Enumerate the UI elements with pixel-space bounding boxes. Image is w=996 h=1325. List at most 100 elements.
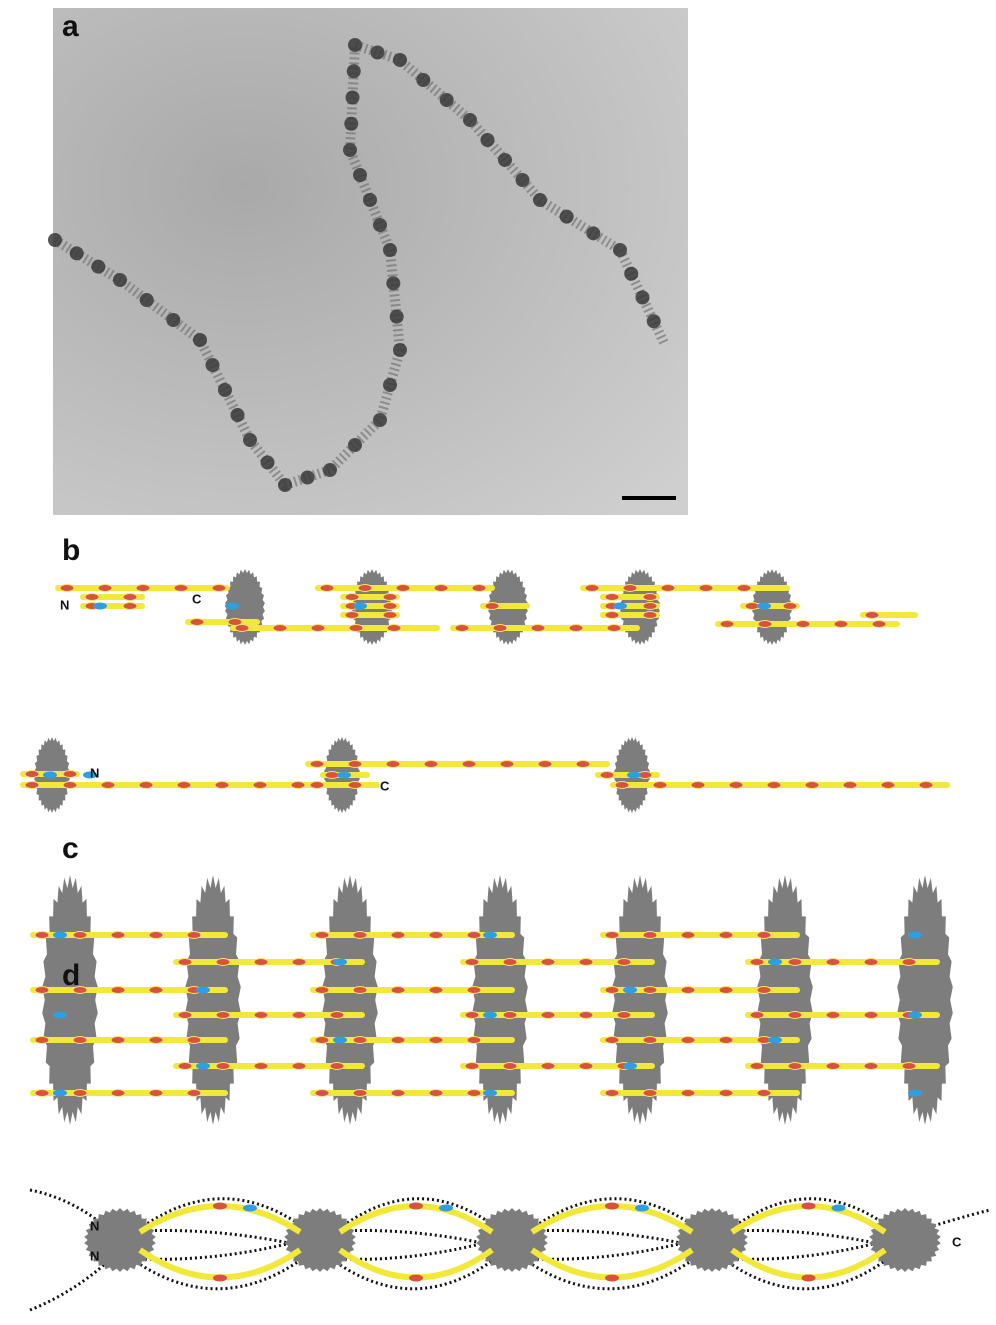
domain — [864, 1012, 878, 1019]
domain — [605, 612, 619, 619]
domain — [424, 761, 438, 768]
octamer — [185, 875, 241, 1125]
domain — [719, 932, 733, 939]
domain — [35, 932, 49, 939]
domain — [353, 932, 367, 939]
nucleosome — [463, 113, 477, 127]
domain — [149, 1037, 163, 1044]
domain — [750, 959, 764, 966]
nucleosome — [390, 310, 404, 324]
linker-curve — [732, 1206, 885, 1232]
nucleosome — [206, 358, 220, 372]
annotation: N — [60, 597, 69, 612]
domain — [25, 782, 39, 789]
domain — [177, 782, 191, 789]
nucleosome — [393, 53, 407, 67]
domain — [254, 1012, 268, 1019]
domain-blue — [483, 1090, 497, 1097]
domain — [149, 932, 163, 939]
domain — [605, 932, 619, 939]
domain — [190, 619, 204, 626]
domain — [315, 1037, 329, 1044]
nucleosome — [140, 293, 154, 307]
domain — [429, 987, 443, 994]
domain — [383, 594, 397, 601]
domain — [531, 625, 545, 632]
domain — [681, 1037, 695, 1044]
nucleosome — [383, 243, 397, 257]
domain — [73, 1090, 87, 1097]
domain — [462, 761, 476, 768]
domain — [387, 625, 401, 632]
figure: a b c d N C N C N N C — [0, 0, 996, 1325]
domain — [391, 987, 405, 994]
domain — [783, 603, 797, 610]
domain — [865, 612, 879, 619]
octamer — [322, 875, 378, 1125]
nucleosome — [193, 333, 207, 347]
domain — [805, 782, 819, 789]
linker-curve — [532, 1250, 692, 1278]
nucleosome — [261, 456, 275, 470]
domain — [467, 987, 481, 994]
octamer — [612, 875, 668, 1125]
domain — [757, 987, 771, 994]
domain — [465, 1063, 479, 1070]
domain-blue — [757, 603, 771, 610]
domain — [178, 1063, 192, 1070]
domain — [25, 771, 39, 778]
domain-blue — [627, 772, 641, 779]
domain — [579, 959, 593, 966]
linker-curve — [532, 1206, 692, 1232]
domain — [212, 585, 226, 592]
domain-blue — [353, 603, 367, 610]
domain — [472, 585, 486, 592]
linker — [580, 585, 790, 591]
domain-blue — [53, 1090, 67, 1097]
nucleosome — [91, 260, 105, 274]
nucleosome — [278, 478, 292, 492]
annotation: N — [90, 765, 99, 780]
domain — [149, 1090, 163, 1097]
domain — [569, 625, 583, 632]
domain — [788, 1012, 802, 1019]
linker — [230, 625, 440, 631]
nucleosome — [516, 173, 530, 187]
domain-blue — [93, 603, 107, 610]
domain — [178, 959, 192, 966]
panel-label: c — [62, 832, 79, 865]
domain — [757, 932, 771, 939]
domain — [719, 1037, 733, 1044]
domain — [661, 585, 675, 592]
domain — [213, 1203, 227, 1210]
domain — [467, 932, 481, 939]
nucleosome — [363, 193, 377, 207]
octamer — [869, 1208, 941, 1272]
linker-curve — [140, 1206, 300, 1232]
domain — [788, 959, 802, 966]
domain — [681, 987, 695, 994]
nucleosome — [323, 463, 337, 477]
domain — [434, 585, 448, 592]
domain — [73, 1037, 87, 1044]
domain — [617, 1012, 631, 1019]
panel-label: b — [62, 534, 80, 567]
domain-blue — [483, 932, 497, 939]
domain — [681, 1090, 695, 1097]
nucleosome — [218, 383, 232, 397]
nucleosome — [624, 267, 638, 281]
domain — [315, 1090, 329, 1097]
nucleosome — [166, 313, 180, 327]
domain — [409, 1275, 423, 1282]
nucleosome — [113, 273, 127, 287]
domain — [345, 594, 359, 601]
nucleosome — [373, 218, 387, 232]
domain — [429, 1037, 443, 1044]
nucleosome — [613, 243, 627, 257]
octamer — [897, 875, 953, 1125]
domain-blue — [43, 772, 57, 779]
domain — [758, 621, 772, 628]
nucleosome — [393, 343, 407, 357]
domain — [767, 782, 781, 789]
domain — [215, 782, 229, 789]
